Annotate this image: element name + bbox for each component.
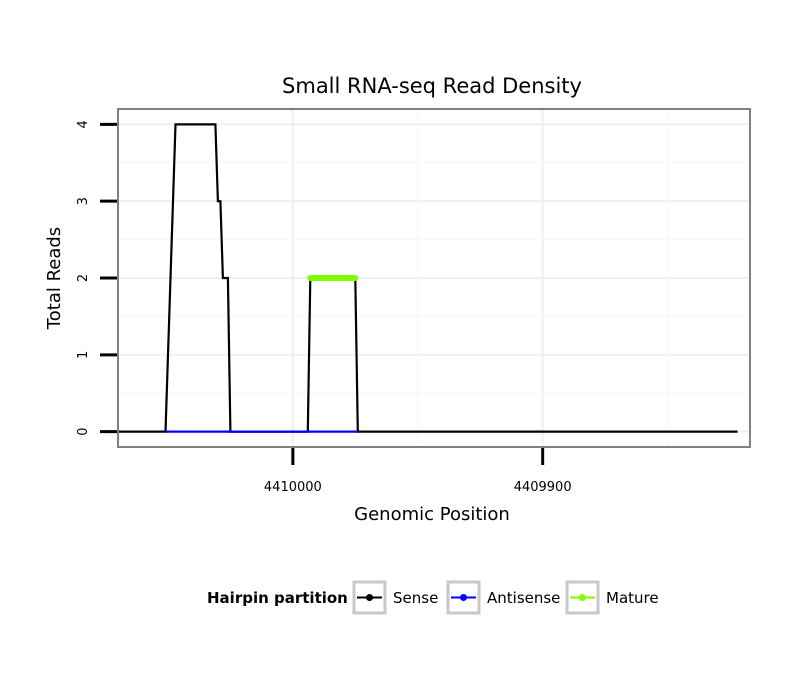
y-tick-label: 4	[76, 120, 91, 128]
legend: Hairpin partition Sense Antisense Mature	[207, 580, 659, 615]
chart-title: Small RNA-seq Read Density	[282, 74, 582, 98]
legend-title: Hairpin partition	[207, 589, 348, 607]
plot-border	[117, 108, 751, 448]
legend-label: Antisense	[487, 589, 560, 607]
y-tick-label: 2	[76, 274, 91, 282]
x-tick-label: 4409900	[514, 480, 572, 495]
legend-label: Sense	[393, 589, 438, 607]
series-layer	[115, 123, 738, 433]
legend-item-antisense: Antisense	[446, 580, 560, 615]
legend-label: Mature	[606, 589, 659, 607]
y-tick-label: 1	[76, 351, 91, 359]
legend-item-mature: Mature	[565, 580, 659, 615]
axes: 0 1 2 3 4 4410000 4409900	[76, 120, 572, 495]
legend-key-point	[460, 594, 467, 601]
legend-item-sense: Sense	[352, 580, 438, 615]
y-tick-label: 3	[76, 197, 91, 205]
legend-key-point	[579, 594, 586, 601]
grid-lines	[118, 109, 750, 447]
y-axis-title: Total Reads	[44, 227, 65, 330]
y-tick-label: 0	[76, 427, 91, 435]
x-axis-title: Genomic Position	[354, 504, 510, 525]
x-tick-label: 4410000	[264, 480, 322, 495]
legend-key-point	[366, 594, 373, 601]
